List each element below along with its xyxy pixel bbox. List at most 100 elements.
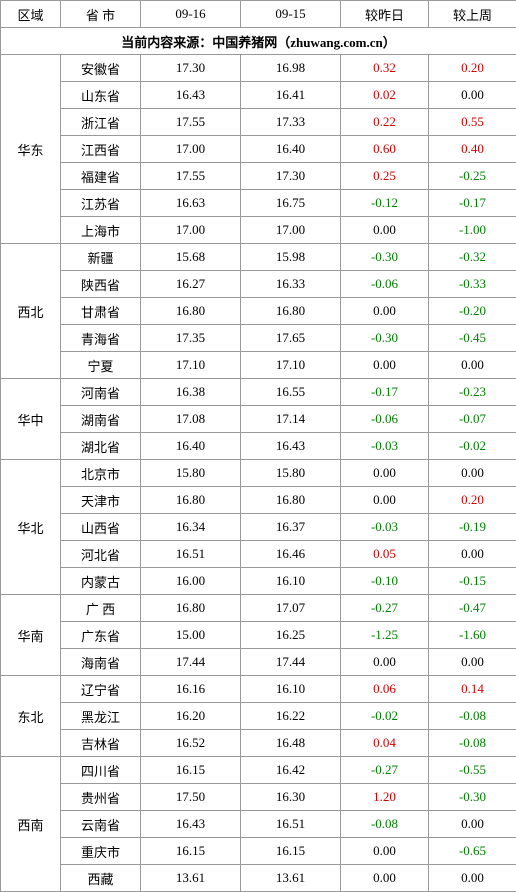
delta-yesterday: 0.00: [341, 649, 429, 676]
delta-lastweek: -0.07: [429, 406, 516, 433]
delta-lastweek: -0.19: [429, 514, 516, 541]
table-row: 浙江省17.5517.330.220.55: [1, 109, 516, 136]
delta-lastweek: -0.55: [429, 757, 516, 784]
value-d1: 16.16: [141, 676, 241, 703]
province-cell: 广东省: [61, 622, 141, 649]
province-cell: 江苏省: [61, 190, 141, 217]
value-d1: 17.55: [141, 163, 241, 190]
delta-yesterday: 0.00: [341, 460, 429, 487]
delta-yesterday: -0.30: [341, 244, 429, 271]
value-d2: 16.46: [241, 541, 341, 568]
table-row: 青海省17.3517.65-0.30-0.45: [1, 325, 516, 352]
value-d1: 17.08: [141, 406, 241, 433]
value-d2: 17.00: [241, 217, 341, 244]
value-d1: 15.80: [141, 460, 241, 487]
delta-lastweek: -0.15: [429, 568, 516, 595]
value-d2: 16.42: [241, 757, 341, 784]
delta-lastweek: 0.55: [429, 109, 516, 136]
delta-lastweek: 0.00: [429, 541, 516, 568]
value-d1: 16.40: [141, 433, 241, 460]
province-cell: 宁夏: [61, 352, 141, 379]
value-d1: 17.00: [141, 217, 241, 244]
province-cell: 西藏: [61, 865, 141, 892]
value-d1: 16.34: [141, 514, 241, 541]
province-cell: 甘肃省: [61, 298, 141, 325]
delta-yesterday: 0.06: [341, 676, 429, 703]
value-d1: 17.55: [141, 109, 241, 136]
value-d2: 16.80: [241, 487, 341, 514]
table-row: 贵州省17.5016.301.20-0.30: [1, 784, 516, 811]
delta-lastweek: -0.65: [429, 838, 516, 865]
delta-lastweek: 0.20: [429, 55, 516, 82]
province-cell: 四川省: [61, 757, 141, 784]
delta-lastweek: -0.17: [429, 190, 516, 217]
delta-yesterday: -0.08: [341, 811, 429, 838]
table-row: 天津市16.8016.800.000.20: [1, 487, 516, 514]
delta-yesterday: -0.06: [341, 271, 429, 298]
value-d2: 16.48: [241, 730, 341, 757]
table-row: 海南省17.4417.440.000.00: [1, 649, 516, 676]
province-cell: 内蒙古: [61, 568, 141, 595]
value-d2: 16.41: [241, 82, 341, 109]
province-cell: 浙江省: [61, 109, 141, 136]
value-d2: 15.98: [241, 244, 341, 271]
province-cell: 广 西: [61, 595, 141, 622]
value-d2: 17.33: [241, 109, 341, 136]
table-row: 华北北京市15.8015.800.000.00: [1, 460, 516, 487]
col-vs-yesterday: 较昨日: [341, 1, 429, 28]
table-row: 湖南省17.0817.14-0.06-0.07: [1, 406, 516, 433]
province-cell: 海南省: [61, 649, 141, 676]
delta-yesterday: -0.03: [341, 433, 429, 460]
delta-lastweek: -0.30: [429, 784, 516, 811]
delta-lastweek: -0.32: [429, 244, 516, 271]
region-cell: 东北: [1, 676, 61, 757]
delta-yesterday: 0.04: [341, 730, 429, 757]
table-row: 广东省15.0016.25-1.25-1.60: [1, 622, 516, 649]
delta-lastweek: 0.00: [429, 82, 516, 109]
value-d2: 16.98: [241, 55, 341, 82]
table-row: 河北省16.5116.460.050.00: [1, 541, 516, 568]
delta-yesterday: -0.27: [341, 757, 429, 784]
delta-yesterday: 0.60: [341, 136, 429, 163]
table-row: 山东省16.4316.410.020.00: [1, 82, 516, 109]
value-d2: 15.80: [241, 460, 341, 487]
value-d2: 16.75: [241, 190, 341, 217]
region-cell: 华中: [1, 379, 61, 460]
col-vs-lastweek: 较上周: [429, 1, 516, 28]
province-cell: 江西省: [61, 136, 141, 163]
value-d2: 16.25: [241, 622, 341, 649]
value-d1: 16.00: [141, 568, 241, 595]
province-cell: 河南省: [61, 379, 141, 406]
value-d1: 16.43: [141, 811, 241, 838]
col-province: 省 市: [61, 1, 141, 28]
table-row: 吉林省16.5216.480.04-0.08: [1, 730, 516, 757]
delta-lastweek: 0.00: [429, 865, 516, 892]
region-cell: 华北: [1, 460, 61, 595]
province-cell: 山西省: [61, 514, 141, 541]
delta-lastweek: -1.00: [429, 217, 516, 244]
value-d2: 16.22: [241, 703, 341, 730]
delta-yesterday: 0.25: [341, 163, 429, 190]
value-d1: 17.50: [141, 784, 241, 811]
delta-lastweek: 0.00: [429, 649, 516, 676]
province-cell: 安徽省: [61, 55, 141, 82]
province-cell: 新疆: [61, 244, 141, 271]
delta-lastweek: -0.08: [429, 730, 516, 757]
col-region: 区域: [1, 1, 61, 28]
delta-yesterday: 0.22: [341, 109, 429, 136]
region-cell: 西南: [1, 757, 61, 892]
table-row: 华中河南省16.3816.55-0.17-0.23: [1, 379, 516, 406]
value-d2: 17.44: [241, 649, 341, 676]
value-d1: 16.43: [141, 82, 241, 109]
region-cell: 华南: [1, 595, 61, 676]
value-d1: 15.68: [141, 244, 241, 271]
value-d1: 16.38: [141, 379, 241, 406]
value-d2: 16.55: [241, 379, 341, 406]
value-d2: 16.37: [241, 514, 341, 541]
province-cell: 湖北省: [61, 433, 141, 460]
table-row: 华南广 西16.8017.07-0.27-0.47: [1, 595, 516, 622]
province-cell: 湖南省: [61, 406, 141, 433]
col-date2: 09-15: [241, 1, 341, 28]
value-d1: 16.80: [141, 487, 241, 514]
value-d2: 16.51: [241, 811, 341, 838]
